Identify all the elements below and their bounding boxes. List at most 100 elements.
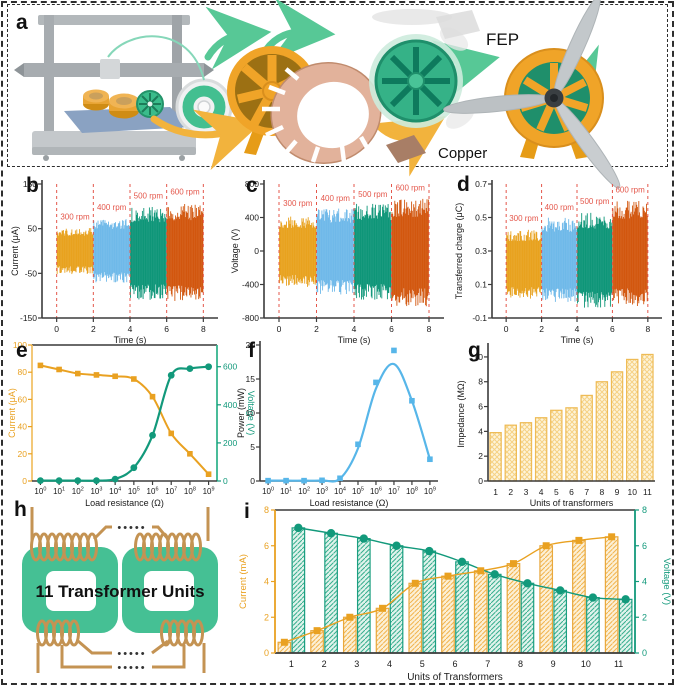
svg-text:3: 3 [524, 487, 529, 497]
svg-text:200: 200 [223, 438, 237, 448]
panel-a-schematic: FEP Copper [7, 0, 668, 189]
svg-text:4: 4 [539, 487, 544, 497]
svg-text:0: 0 [478, 476, 483, 486]
svg-text:8: 8 [518, 659, 523, 669]
svg-text:100: 100 [13, 340, 27, 350]
transformer-units-title: 11 Transformer Units [35, 582, 204, 601]
green-arrow-1-icon [204, 6, 272, 70]
svg-text:8: 8 [642, 505, 647, 515]
svg-text:Power (mW): Power (mW) [236, 388, 246, 438]
dots-bottom-2: ••••• [117, 662, 146, 674]
turbine-blades [443, 0, 621, 189]
svg-text:103: 103 [90, 487, 102, 497]
svg-text:Time (s): Time (s) [338, 335, 371, 345]
fep-film-top [372, 9, 452, 25]
svg-text:5: 5 [250, 442, 255, 452]
panel-e-label: e [16, 339, 28, 362]
svg-text:6: 6 [478, 402, 483, 412]
svg-text:Current (μA): Current (μA) [10, 226, 20, 276]
svg-text:300 rpm: 300 rpm [60, 213, 90, 222]
svg-text:2: 2 [508, 487, 513, 497]
svg-text:-400: -400 [242, 280, 259, 290]
svg-text:11: 11 [614, 659, 623, 669]
svg-text:8: 8 [427, 324, 432, 334]
svg-text:4: 4 [352, 324, 357, 334]
svg-text:6: 6 [264, 541, 269, 551]
panel-h-schematic: ••••• ••••• ••••• 11 Transformer Units [8, 495, 232, 683]
transformer-core-left [22, 547, 118, 633]
panel-f-chart: 0 5 10 15 20 100 101 102 103 104 105 106 107 108 109 Lo… [232, 337, 452, 508]
svg-text:4: 4 [387, 659, 392, 669]
printed-green-wheel [136, 90, 164, 118]
panel-h-label: h [14, 498, 27, 521]
svg-text:Time (s): Time (s) [561, 335, 594, 345]
svg-text:6: 6 [389, 324, 394, 334]
svg-text:10: 10 [246, 408, 256, 418]
svg-text:102: 102 [298, 487, 310, 497]
svg-text:106: 106 [370, 487, 382, 497]
svg-text:400 rpm: 400 rpm [97, 203, 127, 212]
panel-f-label: f [248, 339, 255, 362]
svg-text:4: 4 [128, 324, 133, 334]
svg-text:7: 7 [485, 659, 490, 669]
svg-text:Current (mA): Current (mA) [238, 554, 249, 609]
panel-a-label: a [16, 11, 28, 34]
svg-text:Voltage (V): Voltage (V) [661, 558, 672, 605]
svg-text:600 rpm: 600 rpm [615, 185, 645, 194]
svg-text:20: 20 [246, 340, 256, 350]
svg-text:2: 2 [91, 324, 96, 334]
svg-text:40: 40 [18, 422, 28, 432]
svg-text:105: 105 [352, 487, 364, 497]
assembled-turbine [443, 0, 621, 189]
svg-text:8: 8 [478, 377, 483, 387]
panel-i-label: i [244, 500, 250, 523]
svg-text:0.3: 0.3 [475, 246, 487, 256]
svg-text:0: 0 [223, 476, 228, 486]
panel-a-art: FEP Copper [14, 0, 621, 189]
svg-text:400 rpm: 400 rpm [321, 194, 351, 203]
svg-text:Time (s): Time (s) [114, 335, 147, 345]
svg-text:10: 10 [474, 352, 484, 362]
copper-film-sheet [386, 135, 426, 163]
transformer-core-right [122, 547, 218, 633]
svg-text:500 rpm: 500 rpm [134, 191, 164, 200]
copper-electrode-cylinder [262, 62, 382, 164]
svg-text:6: 6 [610, 324, 615, 334]
svg-text:Voltage (V): Voltage (V) [230, 229, 240, 274]
yellow-arrow-1-icon [150, 109, 263, 171]
svg-text:4: 4 [264, 577, 269, 587]
rotor-turbine [369, 9, 475, 129]
svg-text:100: 100 [262, 487, 274, 497]
svg-text:400: 400 [223, 400, 237, 410]
svg-text:-0.1: -0.1 [472, 313, 487, 323]
svg-text:6: 6 [164, 324, 169, 334]
svg-text:1: 1 [289, 659, 294, 669]
svg-text:6: 6 [569, 487, 574, 497]
svg-text:9: 9 [615, 487, 620, 497]
svg-text:150: 150 [23, 179, 37, 189]
svg-text:600: 600 [223, 362, 237, 372]
svg-text:4: 4 [575, 324, 580, 334]
svg-text:108: 108 [184, 487, 196, 497]
svg-text:-50: -50 [25, 268, 38, 278]
panel-b-label: b [26, 174, 39, 197]
svg-text:500 rpm: 500 rpm [358, 190, 388, 199]
yellow-arrow-2-icon [375, 116, 446, 177]
svg-text:60: 60 [18, 394, 28, 404]
svg-text:107: 107 [165, 487, 177, 497]
svg-text:101: 101 [53, 487, 65, 497]
panel-c-label: c [246, 174, 258, 197]
svg-text:0: 0 [504, 324, 509, 334]
panel-i-chart: 1 2 3 4 5 6 7 8 9 10 11 0 2 4 6 8 0 2 4 6 8 Units of Transfor… [230, 495, 672, 685]
svg-text:104: 104 [109, 487, 121, 497]
svg-text:8: 8 [201, 324, 206, 334]
panel-g-chart: 1 2 3 4 5 6 7 8 9 10 11 0 2 4 6 8 10 Units of transformer… [452, 337, 675, 508]
svg-text:8: 8 [645, 324, 650, 334]
svg-text:50: 50 [28, 224, 38, 234]
svg-text:11: 11 [643, 487, 652, 497]
svg-text:109: 109 [203, 487, 215, 497]
panel-d-label: d [457, 173, 470, 196]
svg-text:0: 0 [277, 324, 282, 334]
svg-text:8: 8 [599, 487, 604, 497]
svg-text:600 rpm: 600 rpm [170, 187, 200, 196]
